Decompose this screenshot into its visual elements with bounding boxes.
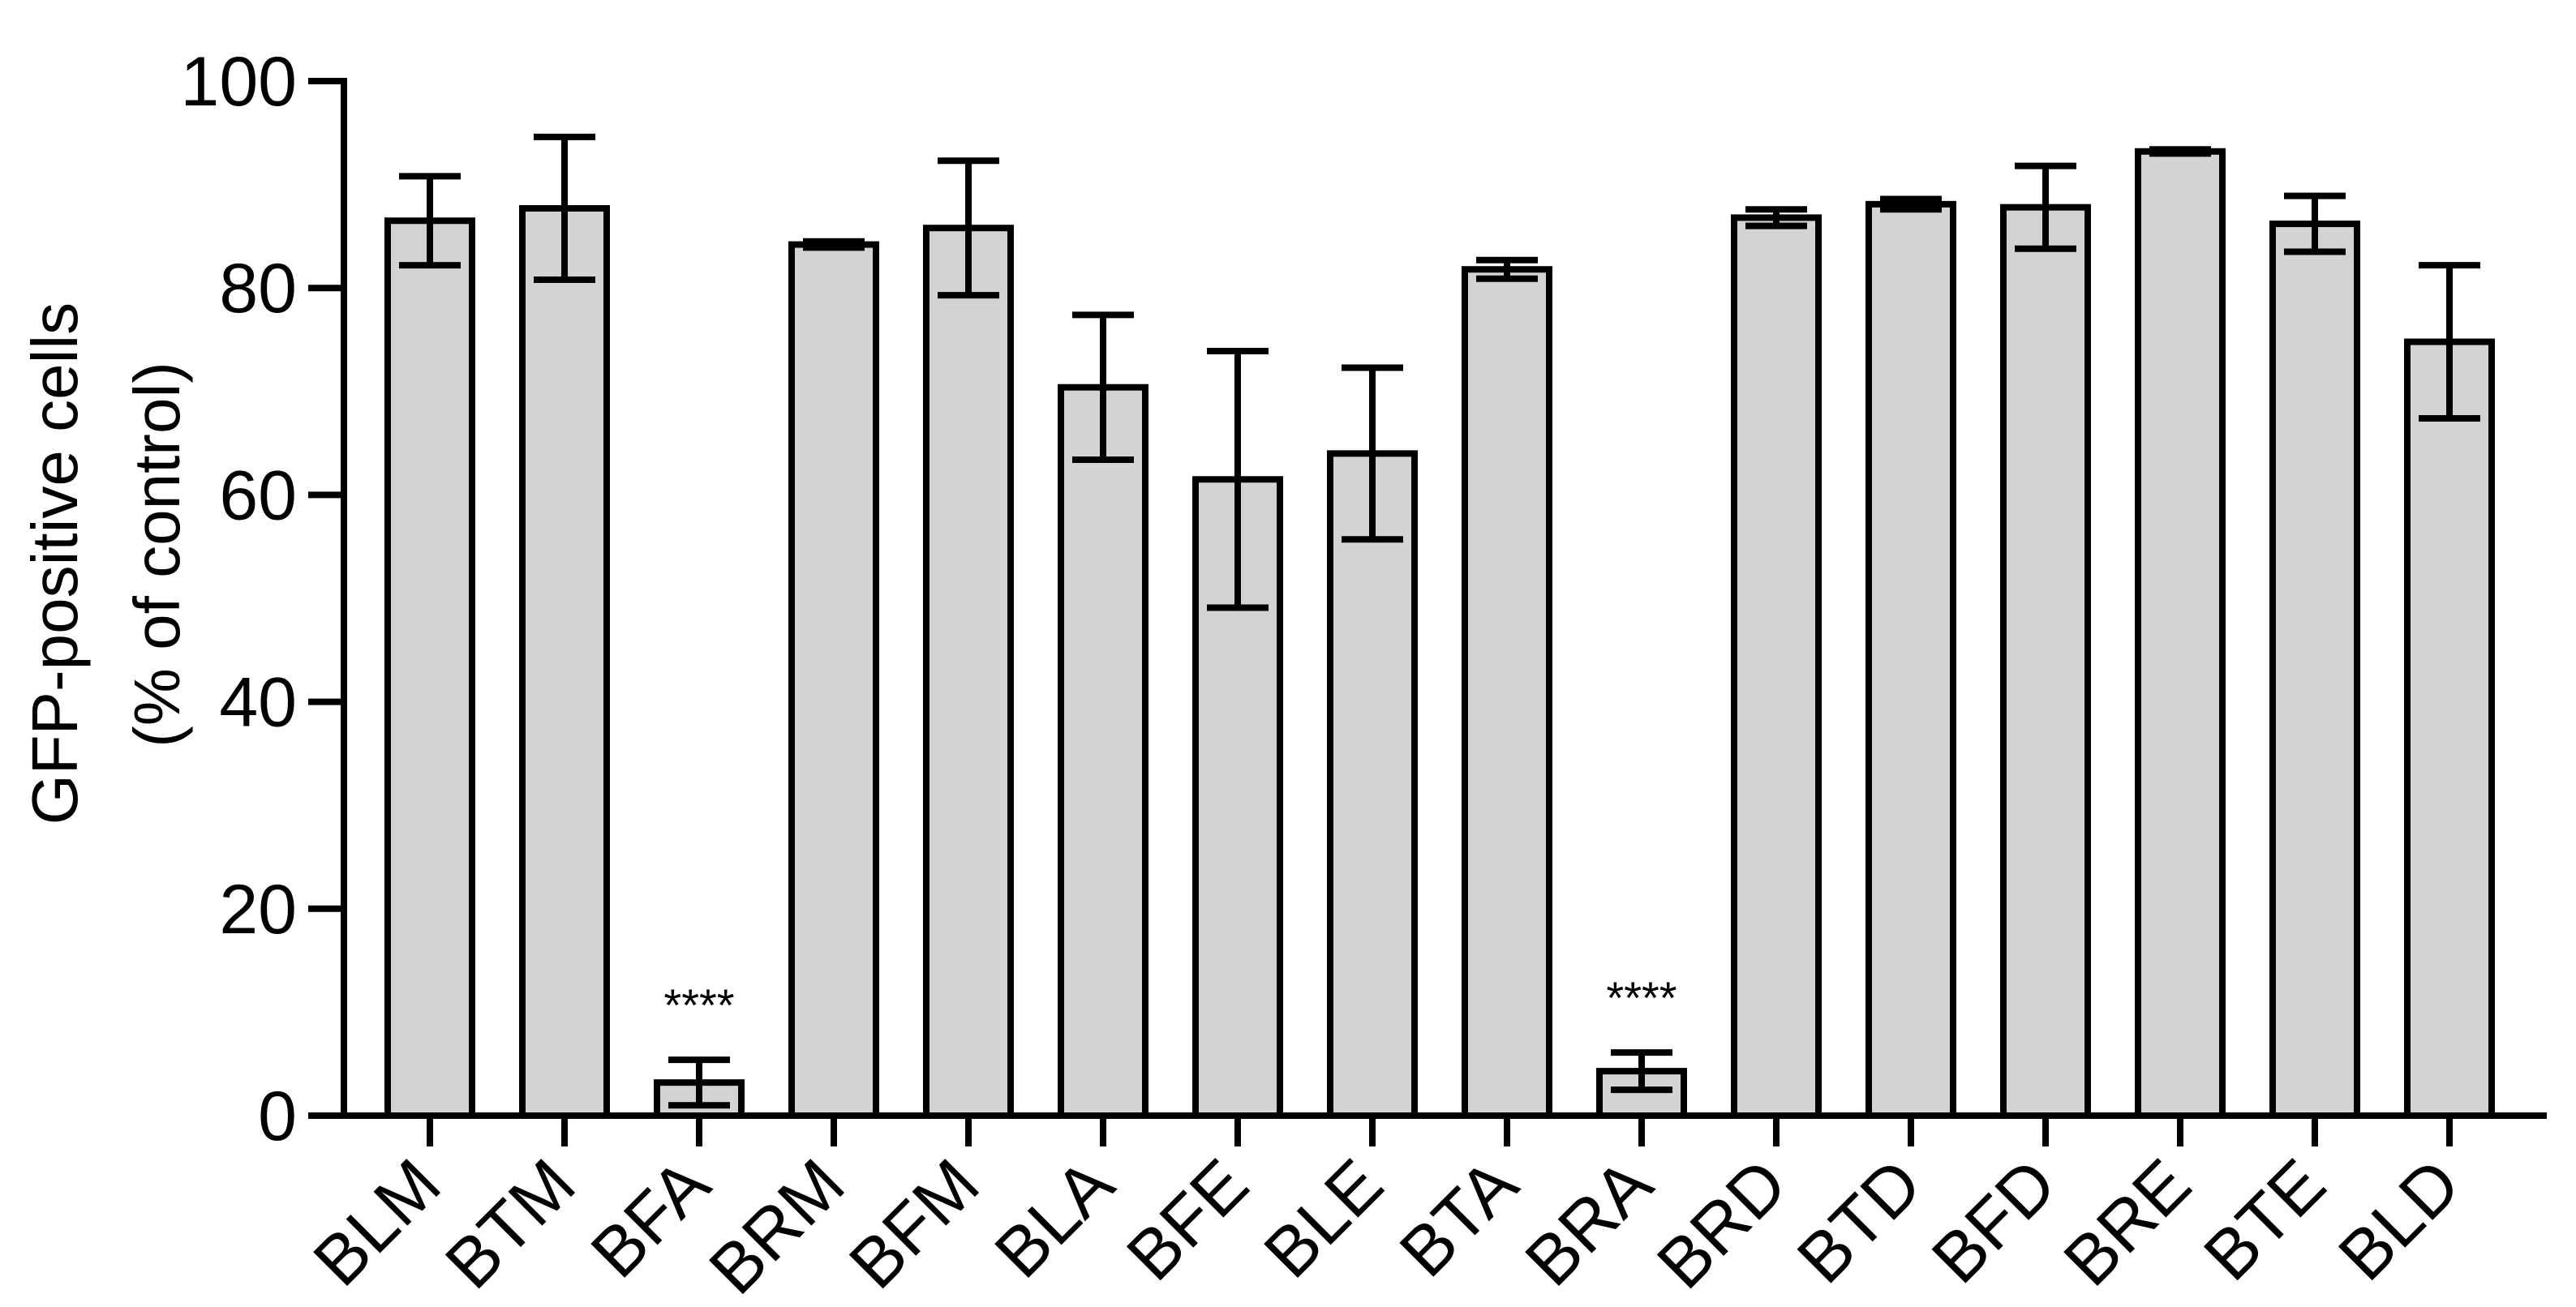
bar-bfd <box>2000 204 2091 1119</box>
x-tick-label-bra: BRA <box>1511 1144 1668 1301</box>
bar-bta <box>1462 266 1552 1119</box>
annotations-group: **** **** <box>663 972 1677 1031</box>
error-bar-bfm <box>938 157 999 299</box>
x-tick-label-bla: BLA <box>981 1144 1129 1292</box>
bar-bfm <box>923 225 1014 1119</box>
y-axis-title: GFP-positive cells (% of control) <box>19 285 193 825</box>
y-axis-title-line-1: GFP-positive cells <box>19 302 91 825</box>
bar-btm <box>519 204 610 1119</box>
error-bar-blm <box>399 173 461 269</box>
y-tick-label-60: 60 <box>219 456 297 534</box>
y-tick-label-40: 40 <box>219 664 297 742</box>
error-bar-bte <box>2284 192 2346 255</box>
error-bar-bta <box>1476 256 1538 282</box>
error-bars-group <box>399 133 2480 1109</box>
y-tick-label-0: 0 <box>258 1078 297 1155</box>
error-bar-bfe <box>1207 348 1269 611</box>
bar-bre <box>2135 148 2226 1120</box>
bar-brd <box>1731 214 1822 1119</box>
error-bar-bra <box>1611 1049 1672 1094</box>
significance-bfa: **** <box>663 979 734 1031</box>
bar-brm <box>788 241 879 1119</box>
error-bar-btd <box>1880 195 1942 213</box>
x-tick-label-blm: BLM <box>299 1145 456 1301</box>
x-tick-label-btd: BTD <box>1783 1145 1937 1299</box>
x-tick-label-ble: BLE <box>1250 1145 1398 1293</box>
x-axis: BLMBTMBFABRMBFMBLABFEBLEBTABRABRDBTDBFDB… <box>299 1112 2547 1307</box>
y-axis: 0 20 40 60 80 100 <box>181 43 347 1155</box>
bar-blm <box>384 217 475 1119</box>
error-bar-brd <box>1745 206 1807 229</box>
x-tick-label-bre: BRE <box>2050 1145 2206 1301</box>
y-axis-title-line-2: (% of control) <box>121 362 193 748</box>
x-tick-label-brd: BRD <box>1642 1145 1801 1304</box>
x-tick-label-brm: BRM <box>694 1145 859 1307</box>
bar-ble <box>1327 450 1418 1119</box>
error-bar-bfa <box>668 1056 730 1109</box>
bar-bte <box>2269 221 2360 1119</box>
bar-bla <box>1058 384 1148 1120</box>
x-tick-label-btm: BTM <box>431 1145 590 1304</box>
significance-bra: **** <box>1606 972 1677 1023</box>
x-tick-label-bte: BTE <box>2189 1145 2340 1296</box>
error-bar-bre <box>2149 146 2211 157</box>
x-tick-label-bfm: BFM <box>835 1145 994 1304</box>
bar-btd <box>1865 200 1956 1119</box>
error-bar-bld <box>2419 262 2480 422</box>
error-bar-bfd <box>2015 162 2076 252</box>
y-tick-label-20: 20 <box>219 871 297 949</box>
error-bar-ble <box>1342 364 1403 543</box>
x-tick-label-bld: BLD <box>2324 1145 2475 1296</box>
x-tick-label-bfa: BFA <box>577 1144 725 1292</box>
y-tick-label-100: 100 <box>181 43 298 121</box>
bar-bld <box>2404 338 2495 1119</box>
error-bar-bla <box>1072 311 1134 464</box>
x-tick-label-bta: BTA <box>1385 1144 1533 1292</box>
y-tick-label-80: 80 <box>219 250 297 328</box>
bars-group <box>384 148 2495 1120</box>
error-bar-brm <box>803 238 865 251</box>
x-tick-label-bfd: BFD <box>1917 1145 2072 1299</box>
x-tick-label-bfe: BFE <box>1112 1145 1263 1296</box>
error-bar-btm <box>534 133 595 283</box>
